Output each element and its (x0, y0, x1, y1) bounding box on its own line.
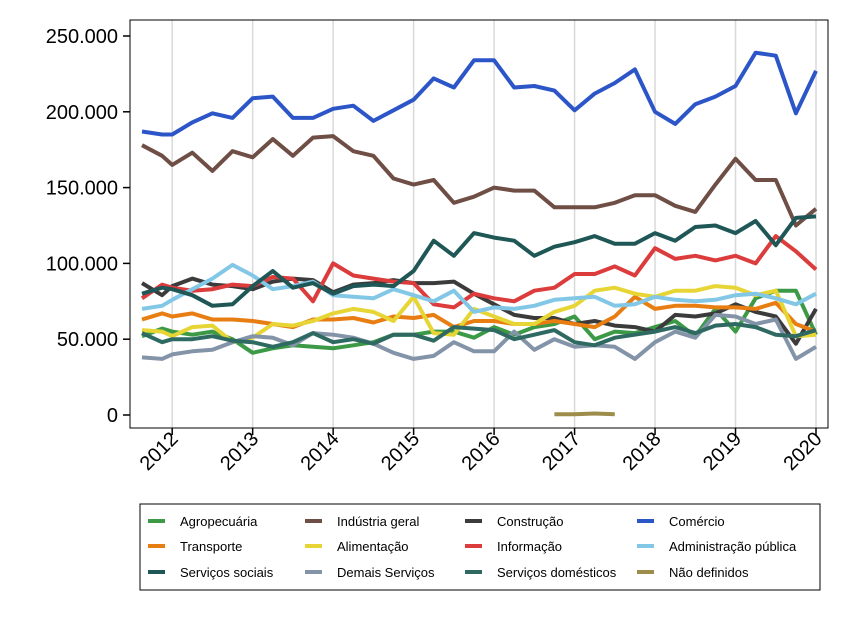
y-tick-label: 150.000 (46, 178, 118, 200)
y-tick-label: 100.000 (46, 253, 118, 275)
series-line-11 (554, 411, 615, 417)
y-tick-label: 50.000 (57, 329, 118, 351)
legend-label: Administração pública (669, 539, 797, 554)
legend-label: Informação (497, 539, 562, 554)
legend-label: Serviços sociais (180, 565, 274, 580)
legend-label: Agropecuária (180, 514, 258, 529)
y-tick-label: 250.000 (46, 26, 118, 48)
legend-label: Construção (497, 514, 563, 529)
legend-label: Demais Serviços (337, 565, 435, 580)
series-line-10 (141, 322, 817, 349)
legend-label: Alimentação (337, 539, 409, 554)
y-tick-label: 0 (107, 405, 118, 427)
legend-label: Não definidos (669, 565, 749, 580)
legend-label: Comércio (669, 514, 725, 529)
legend-label: Serviços domésticos (497, 565, 617, 580)
series-line-4 (141, 294, 817, 334)
series-line-3 (141, 50, 818, 137)
series-line-6 (140, 234, 818, 310)
legend: Agropecuária Indústria geral Construção Com… (139, 503, 821, 591)
series-lines (140, 50, 818, 417)
series-line-8 (141, 214, 817, 308)
y-tick-label: 200.000 (46, 102, 118, 124)
legend-label: Transporte (180, 539, 242, 554)
series-line-1 (141, 134, 818, 228)
legend-label: Indústria geral (337, 514, 419, 529)
plot-frame (129, 19, 829, 429)
series-line-7 (141, 262, 817, 314)
